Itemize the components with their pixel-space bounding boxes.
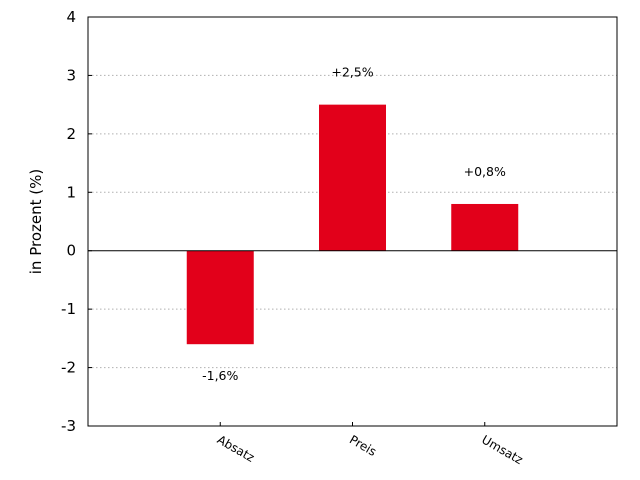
x-tick-label-umsatz: Umsatz	[479, 432, 525, 467]
bar-absatz	[186, 250, 254, 345]
y-tick-label: -1	[61, 300, 76, 318]
x-axis-ticks: Absatz Preis Umsatz	[215, 422, 525, 467]
y-tick-label: -2	[61, 359, 76, 377]
y-tick-label: 2	[66, 125, 76, 143]
y-tick-label: 4	[66, 8, 76, 26]
bars	[186, 104, 519, 345]
x-tick-label-preis: Preis	[347, 432, 379, 458]
data-labels: -1,6% +2,5% +0,8%	[202, 65, 506, 384]
y-tick-label: 1	[66, 183, 76, 201]
bar-preis	[319, 104, 386, 251]
data-label-absatz: -1,6%	[202, 368, 238, 383]
y-axis-ticks: -3 -2 -1 0 1 2 3 4	[61, 8, 92, 435]
y-tick-label: 0	[66, 242, 76, 260]
bar-umsatz	[451, 203, 519, 251]
x-tick-label-absatz: Absatz	[215, 432, 257, 464]
y-tick-label: -3	[61, 417, 76, 435]
data-label-umsatz: +0,8%	[464, 164, 506, 179]
y-tick-label: 3	[66, 66, 76, 84]
data-label-preis: +2,5%	[331, 65, 373, 80]
y-axis-title: in Prozent (%)	[27, 169, 45, 274]
